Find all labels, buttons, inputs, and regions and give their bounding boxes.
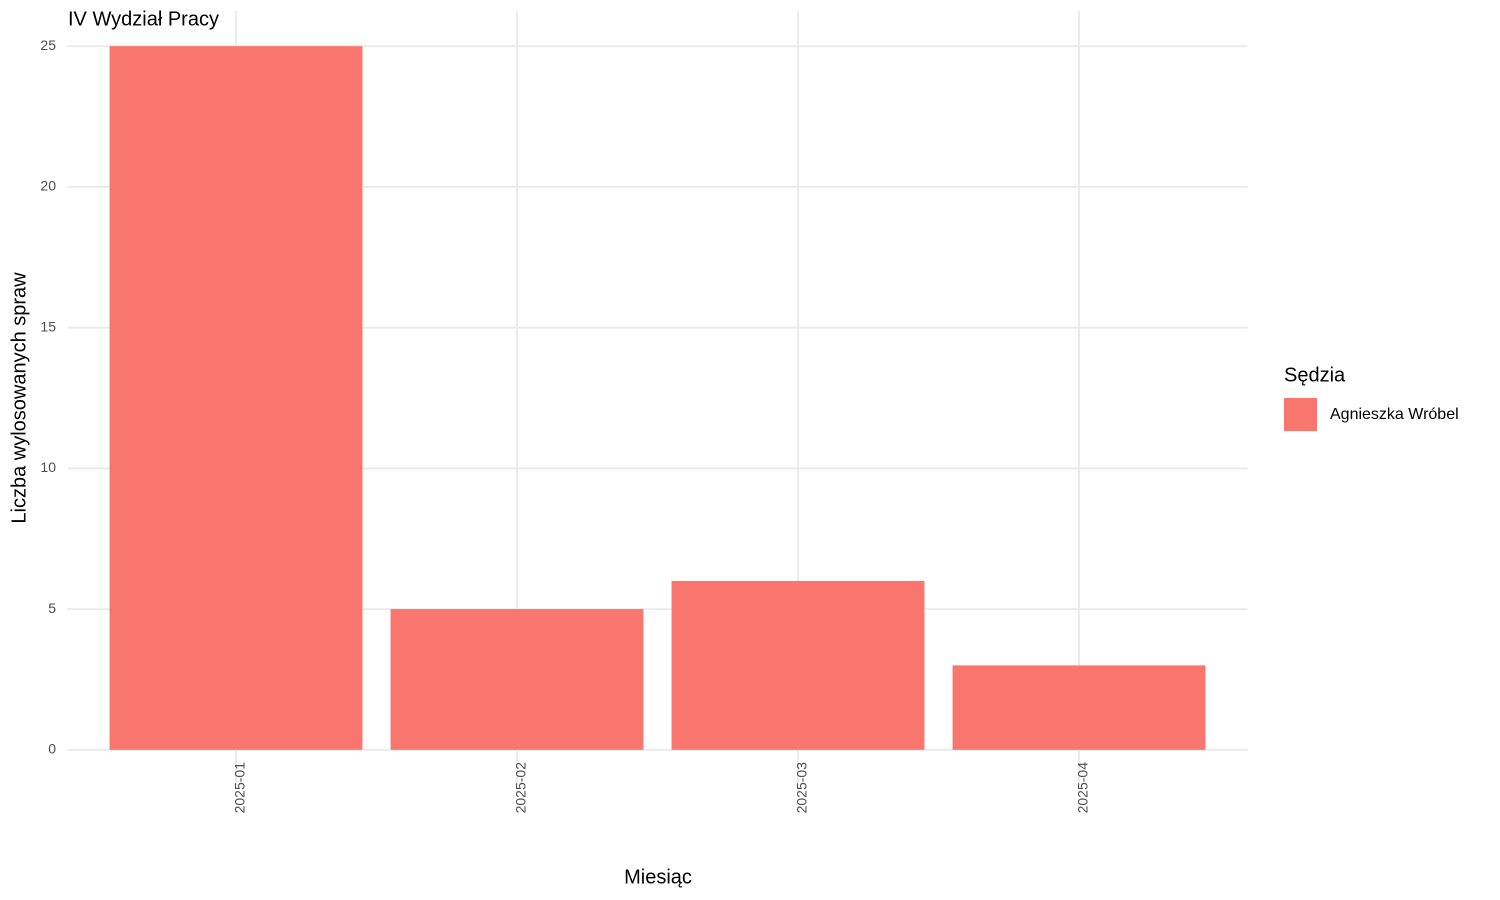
- y-axis-label: Liczba wylosowanych spraw: [8, 272, 30, 524]
- bar: [390, 609, 644, 750]
- x-tick-label: 2025-04: [1075, 762, 1091, 814]
- y-tick-label: 10: [40, 459, 56, 475]
- chart-title: IV Wydział Pracy: [68, 8, 219, 30]
- y-tick-label: 20: [40, 178, 56, 194]
- legend-key: [1284, 398, 1317, 431]
- y-tick-label: 0: [48, 741, 56, 757]
- bar: [109, 46, 363, 750]
- y-tick-label: 25: [40, 37, 56, 53]
- legend-title: Sędzia: [1284, 364, 1346, 386]
- bar: [671, 580, 925, 750]
- x-axis-label: Miesiąc: [624, 866, 692, 888]
- x-tick-label: 2025-02: [513, 762, 529, 814]
- bar: [952, 665, 1206, 750]
- x-tick-label: 2025-03: [794, 762, 810, 814]
- y-tick-label: 15: [40, 318, 56, 334]
- x-tick-label: 2025-01: [232, 762, 248, 814]
- y-tick-label: 5: [48, 600, 56, 616]
- legend-label: Agnieszka Wróbel: [1330, 406, 1459, 423]
